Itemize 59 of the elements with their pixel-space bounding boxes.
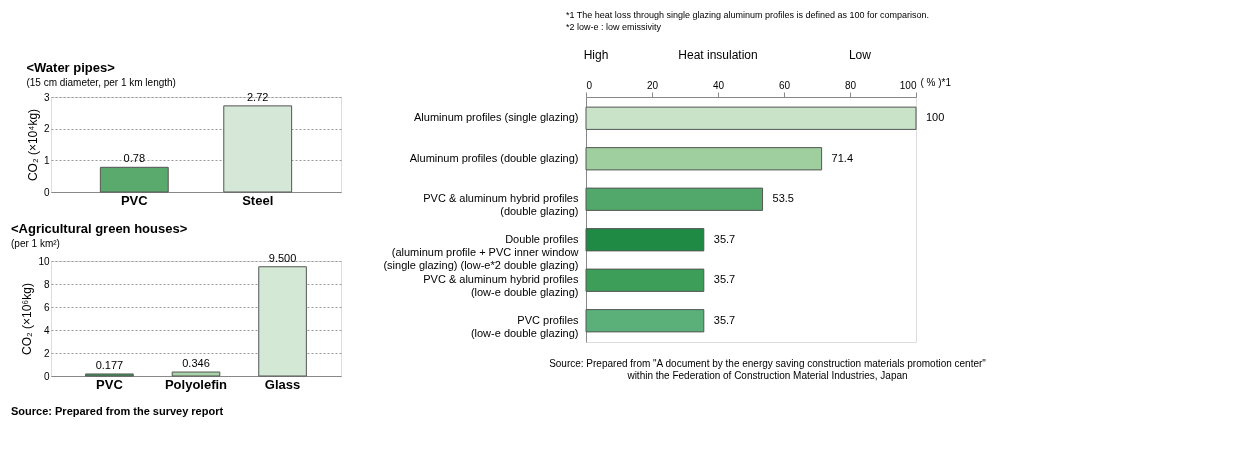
- data-label: 100: [926, 111, 945, 124]
- text: *2 low-e : low emissivity: [566, 22, 662, 32]
- x-tick-label: Steel: [242, 192, 274, 208]
- source-note: Source: Prepared from the survey report: [11, 405, 224, 417]
- data-label: 71.4: [831, 151, 854, 164]
- bar: [258, 266, 307, 377]
- data-label: 35.7: [713, 273, 736, 286]
- data-label: 53.5: [772, 192, 794, 205]
- y-tick-label: 2: [43, 123, 50, 135]
- bar: [585, 228, 705, 252]
- x-tick-label: 20: [646, 79, 659, 91]
- y-tick-label: PVC profiles (low-e double glazing): [470, 313, 579, 339]
- y-tick-label: 2: [43, 347, 50, 359]
- chart-subtitle: (per 1 km²): [11, 237, 60, 249]
- x-tick-label: Glass: [264, 376, 301, 392]
- data-label: 35.7: [713, 313, 736, 326]
- bar: [585, 309, 705, 333]
- data-label: 35.7: [713, 232, 736, 245]
- y-tick-label: PVC & aluminum hybrid profiles (low-e double glazing): [423, 273, 579, 299]
- x-tick-label: 100: [899, 79, 917, 91]
- bar: [585, 268, 705, 292]
- y-tick-label: Aluminum profiles (double glazing): [409, 151, 579, 164]
- bar: [585, 187, 764, 211]
- text: Heat insulation: [678, 48, 758, 62]
- data-label: 0.346: [182, 357, 210, 370]
- x-tick-label: Polyolefin: [164, 376, 228, 392]
- x-tick-label: 80: [844, 79, 857, 91]
- chart-subtitle: (15 cm diameter, per 1 km length): [26, 76, 176, 88]
- x-tick-label: 40: [712, 79, 725, 91]
- x-axis-title: ( % )*1: [920, 76, 952, 88]
- y-tick-label: 8: [43, 278, 50, 290]
- chart-title: <Agricultural green houses>: [11, 220, 188, 236]
- data-label: 2.72: [246, 90, 269, 103]
- y-axis-title: CO₂ (×10⁴kg): [25, 108, 40, 182]
- y-tick-label: 6: [43, 301, 50, 313]
- x-tick-label: 0: [586, 79, 593, 91]
- data-label: 0.78: [123, 152, 146, 165]
- y-tick-label: Aluminum profiles (single glazing): [414, 111, 579, 124]
- data-label: 9.500: [268, 251, 297, 264]
- bar: [85, 373, 134, 377]
- text: *1 The heat loss through single glazing aluminum profiles is defined as 100 for comparison.: [566, 10, 930, 20]
- y-tick-label: 1: [43, 154, 50, 166]
- x-tick-label: 60: [778, 79, 791, 91]
- bar: [585, 106, 917, 130]
- x-tick-label: PVC: [96, 376, 124, 392]
- y-tick-label: 4: [43, 324, 50, 336]
- chart-title: <Water pipes>: [26, 59, 116, 75]
- text: Low: [848, 48, 872, 62]
- data-label: 0.177: [95, 358, 124, 371]
- y-tick-label: 10: [38, 255, 50, 267]
- bar: [171, 371, 221, 377]
- y-axis-title: CO₂ (×10⁶kg): [20, 283, 35, 355]
- y-tick-label: Double profiles (aluminum profile + PVC inner window (single glazing) (low-e*2 double glazing): [383, 232, 579, 271]
- y-tick-label: 3: [43, 91, 50, 103]
- text: High: [583, 48, 609, 62]
- y-tick-label: PVC & aluminum hybrid profiles (double glazing): [423, 192, 579, 218]
- x-tick-label: PVC: [120, 192, 149, 208]
- source-note: Source: Prepared from "A document by the energy saving construction materials promotion center" within the Federation of Construction Material Industries, Japan: [549, 358, 987, 381]
- bar: [585, 147, 823, 171]
